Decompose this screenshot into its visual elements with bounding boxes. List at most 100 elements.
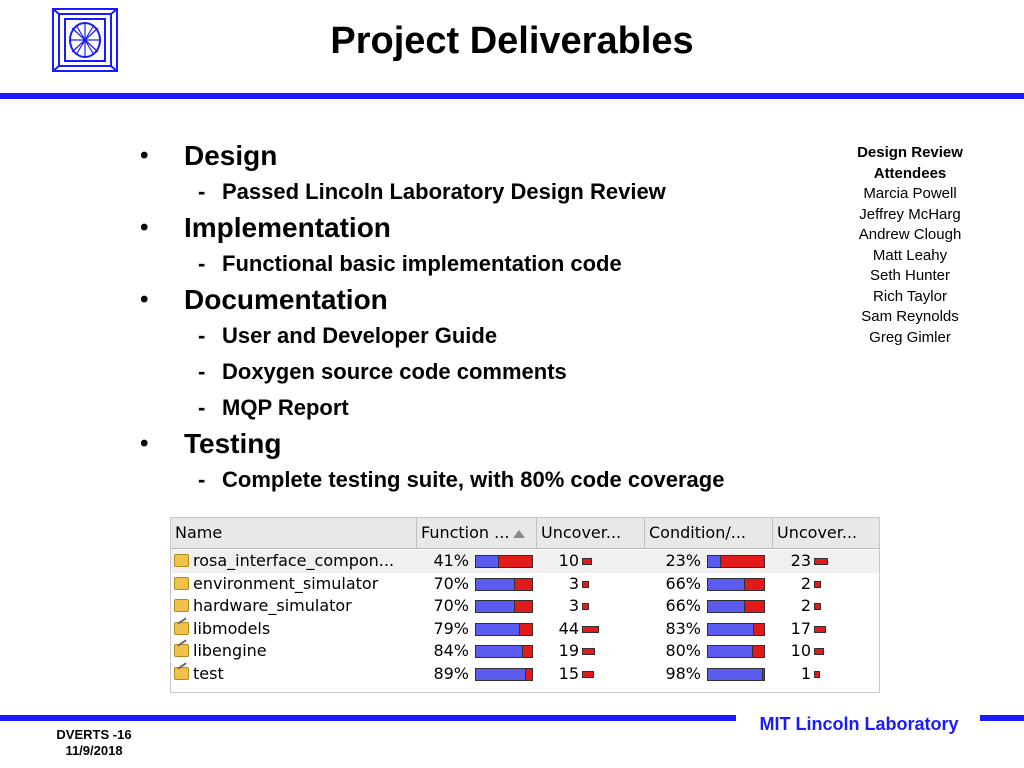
bullet-testing: • Testing: [140, 426, 820, 462]
bullet-glyph: •: [140, 214, 149, 241]
uncovered-conditions-count: 2: [800, 573, 811, 593]
table-row[interactable]: hardware_simulator 70% 3 66% 2: [171, 595, 879, 618]
attendee-name: Jeffrey McHarg: [859, 205, 961, 223]
sub-bullet: - Complete testing suite, with 80% code c…: [140, 462, 820, 498]
function-coverage-bar: [475, 667, 533, 681]
column-header-name[interactable]: Name: [171, 518, 417, 548]
uncovered-functions-marker: [582, 670, 594, 678]
sort-ascending-icon: [513, 529, 526, 538]
attendee-name: Marcia Powell: [863, 185, 957, 202]
table-row[interactable]: environment_simulator 70% 3 66% 2: [171, 573, 879, 596]
coverage-table-header: Name Function ... Uncover... Condition/.…: [171, 518, 879, 549]
table-row[interactable]: libmodels 79% 44 83% 17: [171, 618, 879, 641]
folder-icon: [174, 644, 189, 657]
uncovered-conditions-count: 23: [790, 551, 811, 570]
column-header-function-coverage[interactable]: Function ...: [417, 518, 537, 548]
footer-divider-right: [980, 715, 1024, 721]
condition-coverage-bar: [707, 577, 765, 591]
bullet-glyph: •: [140, 286, 149, 313]
coverage-table: Name Function ... Uncover... Condition/.…: [170, 517, 880, 693]
dash-glyph: -: [198, 359, 206, 384]
sub-bullet-text: MQP Report: [222, 395, 349, 420]
dash-glyph: -: [198, 323, 206, 348]
covered-fill: [476, 601, 516, 612]
table-row[interactable]: rosa_interface_compon... 41% 10 23% 23: [171, 550, 879, 573]
item-name: test: [193, 663, 224, 683]
attendee-name: Sam Reynolds: [861, 308, 959, 325]
function-coverage-pct: 89%: [433, 663, 469, 683]
uncovered-functions-marker: [582, 603, 590, 610]
uncovered-conditions-count: 2: [800, 596, 811, 615]
function-coverage-pct: 70%: [433, 596, 469, 615]
folder-icon: [174, 666, 189, 680]
table-row[interactable]: test 89% 15 98% 1: [171, 663, 879, 686]
condition-coverage-bar: [707, 667, 765, 681]
condition-coverage-bar: [707, 645, 765, 658]
attendees-box: Design Review Attendees Marcia Powell Je…: [832, 143, 988, 348]
uncovered-functions-count: 10: [558, 551, 579, 570]
item-name: environment_simulator: [193, 573, 379, 593]
uncovered-functions-marker: [582, 558, 593, 565]
uncovered-conditions-marker: [814, 648, 825, 655]
uncovered-functions-count: 15: [558, 663, 579, 683]
function-coverage-bar: [475, 555, 533, 568]
column-header-condition-coverage[interactable]: Condition/...: [645, 518, 773, 548]
condition-coverage-pct: 83%: [665, 618, 701, 638]
sub-bullet: - Doxygen source code comments: [140, 354, 820, 390]
uncovered-functions-marker: [582, 625, 600, 633]
column-header-uncovered-functions[interactable]: Uncover...: [537, 518, 645, 548]
condition-coverage-pct: 66%: [665, 596, 701, 615]
dash-glyph: -: [198, 395, 206, 420]
condition-coverage-bar: [707, 622, 765, 636]
attendees-heading-line1: Design Review: [857, 144, 963, 161]
uncovered-conditions-marker: [814, 625, 827, 633]
dash-glyph: -: [198, 251, 206, 276]
doc-id: DVERTS -16: [56, 727, 132, 742]
bullet-text: Testing: [184, 428, 282, 459]
dash-glyph: -: [198, 179, 206, 204]
folder-icon: [174, 621, 189, 635]
uncovered-conditions-count: 1: [800, 663, 811, 683]
covered-fill: [708, 578, 745, 590]
uncovered-conditions-count: 10: [790, 641, 811, 660]
uncovered-functions-marker: [582, 648, 595, 655]
function-coverage-pct: 70%: [433, 573, 469, 593]
uncovered-functions-marker: [582, 580, 590, 588]
function-coverage-pct: 79%: [433, 618, 469, 638]
sub-bullet-text: Passed Lincoln Laboratory Design Review: [222, 179, 666, 204]
function-coverage-bar: [475, 645, 533, 658]
bullet-glyph: •: [140, 142, 149, 169]
sub-bullet: - MQP Report: [140, 390, 820, 426]
folder-icon: [174, 576, 189, 590]
footer-info: DVERTS -16 11/9/2018: [48, 727, 140, 759]
bullet-design: • Design: [140, 138, 820, 174]
condition-coverage-pct: 98%: [665, 663, 701, 683]
item-name: libengine: [193, 641, 267, 660]
covered-fill: [476, 623, 521, 635]
bullet-text: Design: [184, 140, 278, 171]
attendee-name: Greg Gimler: [869, 328, 951, 346]
column-header-uncovered-conditions[interactable]: Uncover...: [777, 523, 858, 542]
uncovered-conditions-count: 17: [790, 618, 811, 638]
sub-bullet: - Passed Lincoln Laboratory Design Review: [140, 174, 820, 210]
function-coverage-bar: [475, 577, 533, 591]
footer-brand: MIT Lincoln Laboratory: [759, 714, 959, 734]
attendee-name: Andrew Clough: [858, 226, 962, 243]
bullet-documentation: • Documentation: [140, 282, 820, 318]
covered-fill: [476, 578, 516, 590]
function-coverage-pct: 41%: [433, 551, 469, 570]
uncovered-conditions-marker: [814, 603, 821, 610]
covered-fill: [476, 646, 524, 657]
uncovered-conditions-marker: [814, 580, 821, 588]
attendee-name: Matt Leahy: [872, 246, 948, 264]
table-row[interactable]: libengine 84% 19 80% 10: [171, 640, 879, 663]
attendees-heading-line2: Attendees: [873, 164, 947, 182]
condition-coverage-pct: 23%: [665, 551, 701, 570]
bullet-text: Documentation: [184, 284, 388, 315]
slide-title: Project Deliverables: [330, 20, 694, 62]
covered-fill: [708, 668, 763, 680]
covered-fill: [708, 623, 755, 635]
uncovered-functions-count: 3: [568, 573, 579, 593]
sub-bullet-text: User and Developer Guide: [222, 323, 498, 348]
condition-coverage-pct: 66%: [665, 573, 701, 593]
